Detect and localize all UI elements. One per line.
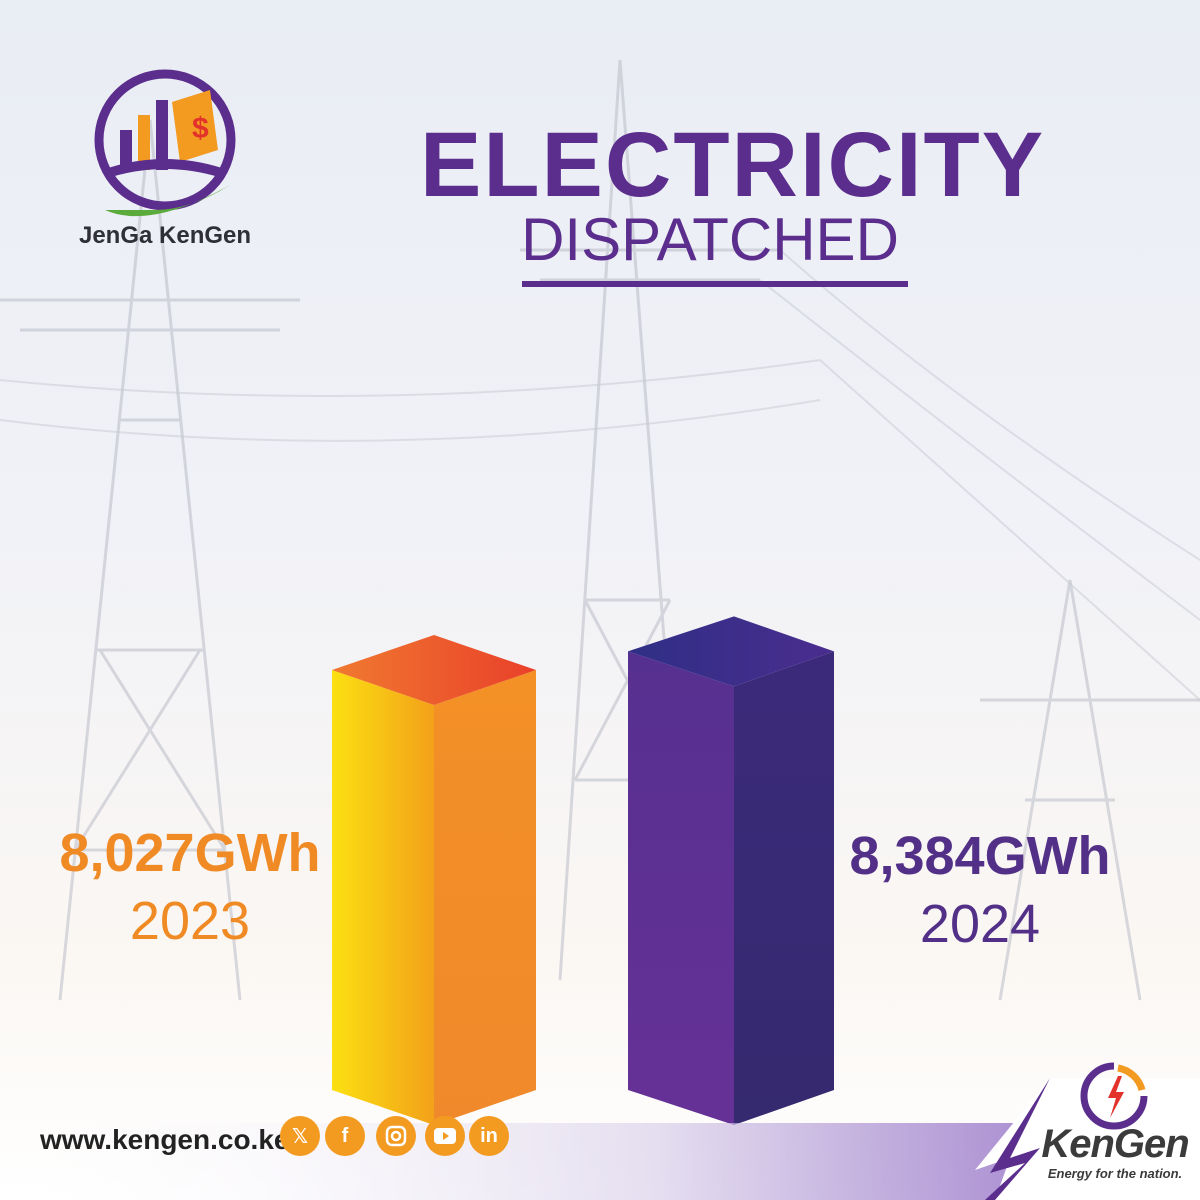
kengen-name: KenGen <box>1041 1122 1189 1166</box>
kengen-logo <box>1080 1062 1148 1130</box>
bar-2024-side <box>734 651 834 1125</box>
linkedin-icon[interactable]: in <box>469 1116 509 1156</box>
youtube-icon[interactable] <box>425 1116 465 1156</box>
bar-2023-top <box>332 635 536 705</box>
data-label-2024: 8,384GWh <box>849 826 1111 886</box>
data-label-2023: 8,027GWh <box>59 823 321 883</box>
website-link[interactable]: www.kengen.co.ke <box>40 1124 290 1155</box>
page-subtitle: DISPATCHED <box>521 206 899 273</box>
bar-2024-top <box>628 616 834 687</box>
footer-band <box>0 1078 1200 1200</box>
page-title: ELECTRICITY <box>420 114 1046 216</box>
facebook-icon[interactable]: f <box>325 1116 365 1156</box>
category-label-2023: 2023 <box>129 891 251 951</box>
instagram-icon[interactable] <box>376 1116 416 1156</box>
category-label-2024: 2024 <box>919 894 1041 954</box>
kengen-tagline: Energy for the nation. <box>1047 1166 1183 1181</box>
jenga-kengen-name: JenGa KenGen <box>78 222 252 249</box>
jenga-kengen-logo: $ <box>94 69 236 217</box>
x-icon[interactable]: 𝕏 <box>280 1116 320 1156</box>
bar-2023-side <box>434 670 536 1125</box>
svg-text:$: $ <box>192 112 209 145</box>
bar-2023-front <box>332 670 434 1125</box>
bar-2024-front <box>628 651 734 1125</box>
title-underline <box>522 281 908 287</box>
